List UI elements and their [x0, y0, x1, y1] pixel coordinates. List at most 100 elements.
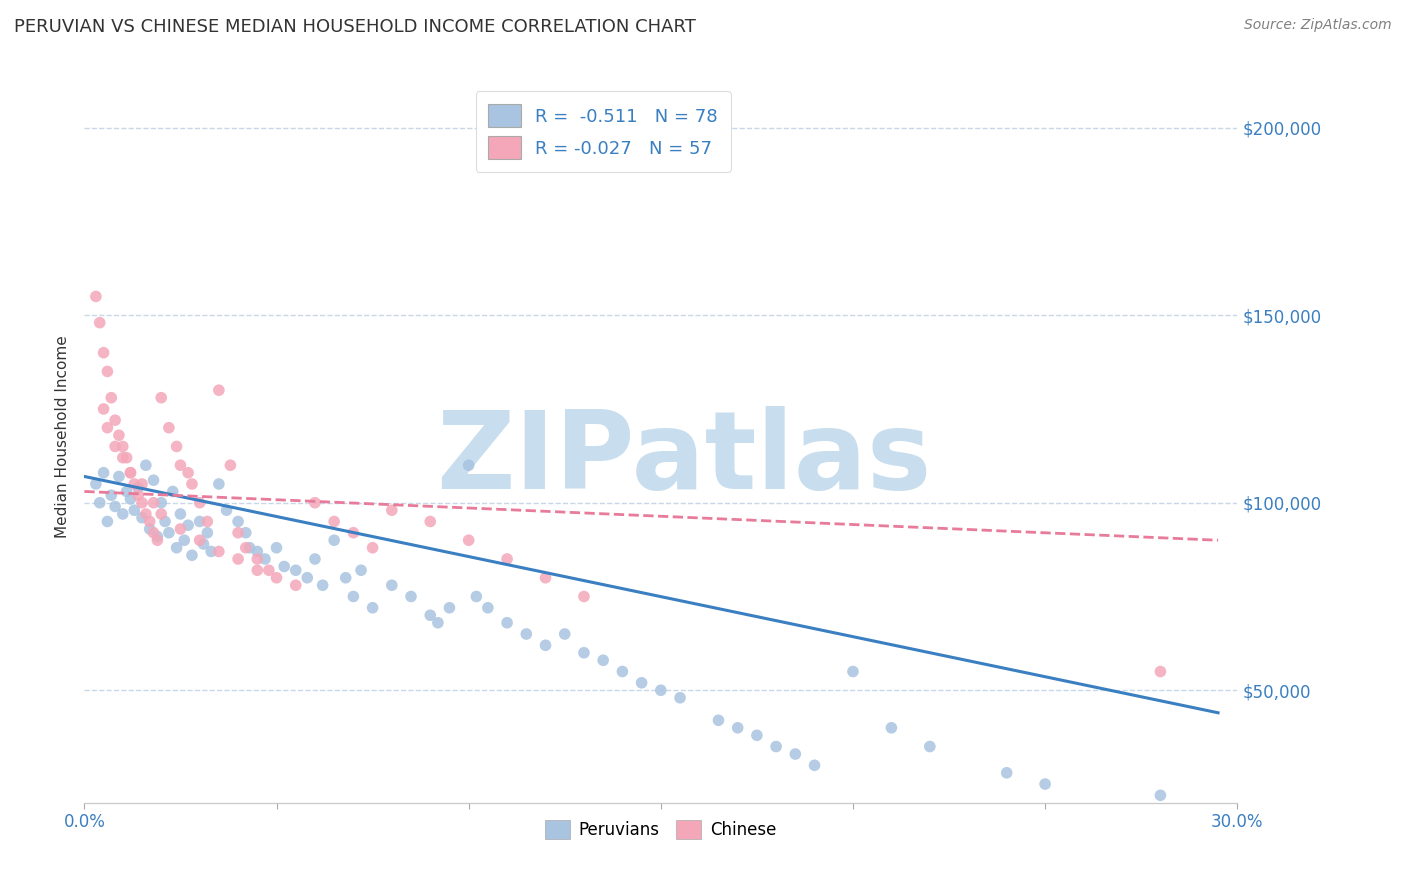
Point	[219, 458, 242, 473]
Point	[208, 544, 231, 558]
Point	[235, 541, 257, 555]
Point	[138, 522, 160, 536]
Point	[304, 552, 326, 566]
Point	[304, 496, 326, 510]
Point	[239, 541, 262, 555]
Point	[146, 533, 169, 548]
Point	[124, 503, 146, 517]
Point	[707, 713, 730, 727]
Point	[169, 458, 191, 473]
Point	[880, 721, 903, 735]
Point	[266, 541, 288, 555]
Point	[419, 608, 441, 623]
Point	[135, 458, 157, 473]
Point	[1149, 665, 1171, 679]
Point	[188, 496, 211, 510]
Point	[127, 488, 149, 502]
Point	[727, 721, 749, 735]
Point	[477, 600, 499, 615]
Point	[215, 503, 238, 517]
Point	[142, 525, 165, 540]
Point	[100, 488, 122, 502]
Point	[162, 484, 184, 499]
Point	[246, 544, 269, 558]
Point	[572, 646, 595, 660]
Point	[104, 440, 127, 454]
Point	[534, 638, 557, 652]
Point	[235, 525, 257, 540]
Point	[84, 477, 107, 491]
Text: ZIPatlas: ZIPatlas	[436, 406, 932, 512]
Point	[166, 440, 188, 454]
Point	[266, 571, 288, 585]
Point	[89, 496, 111, 510]
Point	[115, 450, 138, 465]
Point	[138, 515, 160, 529]
Point	[745, 728, 768, 742]
Point	[765, 739, 787, 754]
Point	[457, 458, 479, 473]
Point	[785, 747, 807, 761]
Point	[342, 590, 364, 604]
Point	[177, 466, 200, 480]
Point	[169, 522, 191, 536]
Point	[127, 481, 149, 495]
Point	[342, 525, 364, 540]
Point	[157, 420, 180, 434]
Point	[226, 552, 249, 566]
Legend: Peruvians, Chinese: Peruvians, Chinese	[538, 814, 783, 846]
Point	[350, 563, 373, 577]
Point	[650, 683, 672, 698]
Point	[257, 563, 280, 577]
Point	[142, 496, 165, 510]
Point	[612, 665, 634, 679]
Point	[181, 477, 204, 491]
Point	[572, 590, 595, 604]
Point	[1149, 789, 1171, 803]
Point	[284, 578, 307, 592]
Point	[246, 552, 269, 566]
Point	[177, 518, 200, 533]
Point	[208, 383, 231, 397]
Point	[361, 541, 384, 555]
Point	[361, 600, 384, 615]
Text: PERUVIAN VS CHINESE MEDIAN HOUSEHOLD INCOME CORRELATION CHART: PERUVIAN VS CHINESE MEDIAN HOUSEHOLD INC…	[14, 18, 696, 36]
Point	[465, 590, 488, 604]
Point	[592, 653, 614, 667]
Point	[496, 615, 519, 630]
Point	[135, 507, 157, 521]
Point	[496, 552, 519, 566]
Point	[157, 525, 180, 540]
Point	[153, 515, 176, 529]
Point	[173, 533, 195, 548]
Point	[439, 600, 461, 615]
Point	[426, 615, 449, 630]
Point	[150, 496, 173, 510]
Point	[96, 364, 118, 378]
Point	[131, 477, 153, 491]
Point	[188, 515, 211, 529]
Point	[93, 401, 115, 416]
Point	[995, 765, 1018, 780]
Point	[108, 428, 131, 442]
Point	[146, 529, 169, 543]
Point	[311, 578, 333, 592]
Point	[246, 563, 269, 577]
Point	[150, 507, 173, 521]
Point	[419, 515, 441, 529]
Point	[226, 515, 249, 529]
Point	[457, 533, 479, 548]
Point	[84, 289, 107, 303]
Point	[193, 537, 215, 551]
Point	[273, 559, 295, 574]
Point	[131, 496, 153, 510]
Point	[166, 541, 188, 555]
Point	[323, 533, 346, 548]
Point	[120, 466, 142, 480]
Point	[108, 469, 131, 483]
Point	[803, 758, 825, 772]
Point	[515, 627, 537, 641]
Point	[150, 391, 173, 405]
Point	[842, 665, 865, 679]
Point	[200, 544, 222, 558]
